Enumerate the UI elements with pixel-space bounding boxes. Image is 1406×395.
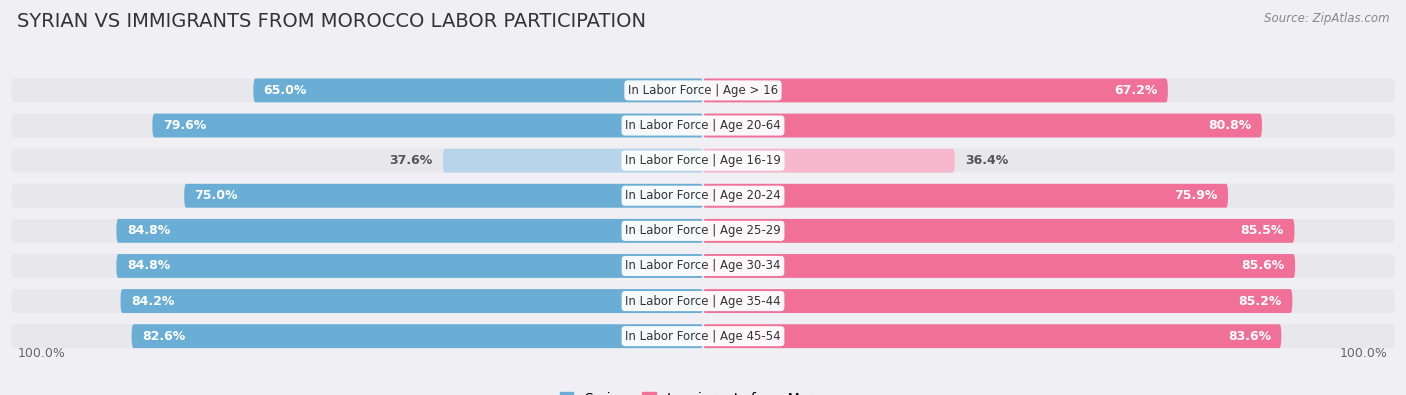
FancyBboxPatch shape [11,184,1395,208]
Text: 75.9%: 75.9% [1174,189,1218,202]
FancyBboxPatch shape [11,324,1395,348]
FancyBboxPatch shape [11,114,1395,137]
Text: 36.4%: 36.4% [965,154,1008,167]
Text: 37.6%: 37.6% [389,154,433,167]
Text: In Labor Force | Age 45-54: In Labor Force | Age 45-54 [626,330,780,343]
FancyBboxPatch shape [11,219,1395,243]
Text: 85.6%: 85.6% [1241,260,1285,273]
FancyBboxPatch shape [117,219,703,243]
FancyBboxPatch shape [703,289,1292,313]
FancyBboxPatch shape [253,79,703,102]
Text: In Labor Force | Age 35-44: In Labor Force | Age 35-44 [626,295,780,308]
FancyBboxPatch shape [703,324,1281,348]
FancyBboxPatch shape [11,254,1395,278]
Text: 65.0%: 65.0% [264,84,307,97]
Text: In Labor Force | Age 20-64: In Labor Force | Age 20-64 [626,119,780,132]
FancyBboxPatch shape [152,114,703,137]
FancyBboxPatch shape [184,184,703,208]
FancyBboxPatch shape [117,254,703,278]
FancyBboxPatch shape [11,79,1395,102]
Text: 80.8%: 80.8% [1208,119,1251,132]
FancyBboxPatch shape [121,289,703,313]
Text: 100.0%: 100.0% [18,347,66,360]
Text: 75.0%: 75.0% [194,189,238,202]
FancyBboxPatch shape [703,254,1295,278]
Text: In Labor Force | Age > 16: In Labor Force | Age > 16 [628,84,778,97]
FancyBboxPatch shape [132,324,703,348]
Text: 82.6%: 82.6% [142,330,186,343]
Text: Source: ZipAtlas.com: Source: ZipAtlas.com [1264,12,1389,25]
Legend: Syrian, Immigrants from Morocco: Syrian, Immigrants from Morocco [554,386,852,395]
Text: 85.2%: 85.2% [1239,295,1282,308]
Text: In Labor Force | Age 25-29: In Labor Force | Age 25-29 [626,224,780,237]
Text: 84.8%: 84.8% [127,224,170,237]
Text: 100.0%: 100.0% [1340,347,1388,360]
FancyBboxPatch shape [703,79,1168,102]
FancyBboxPatch shape [703,114,1263,137]
Text: 84.8%: 84.8% [127,260,170,273]
FancyBboxPatch shape [703,149,955,173]
FancyBboxPatch shape [11,149,1395,173]
FancyBboxPatch shape [703,219,1295,243]
FancyBboxPatch shape [11,289,1395,313]
Text: SYRIAN VS IMMIGRANTS FROM MOROCCO LABOR PARTICIPATION: SYRIAN VS IMMIGRANTS FROM MOROCCO LABOR … [17,12,645,31]
Text: 79.6%: 79.6% [163,119,207,132]
Text: 84.2%: 84.2% [131,295,174,308]
Text: In Labor Force | Age 20-24: In Labor Force | Age 20-24 [626,189,780,202]
Text: In Labor Force | Age 16-19: In Labor Force | Age 16-19 [626,154,780,167]
Text: 85.5%: 85.5% [1240,224,1284,237]
Text: In Labor Force | Age 30-34: In Labor Force | Age 30-34 [626,260,780,273]
FancyBboxPatch shape [703,184,1227,208]
Text: 67.2%: 67.2% [1114,84,1157,97]
Text: 83.6%: 83.6% [1227,330,1271,343]
FancyBboxPatch shape [443,149,703,173]
